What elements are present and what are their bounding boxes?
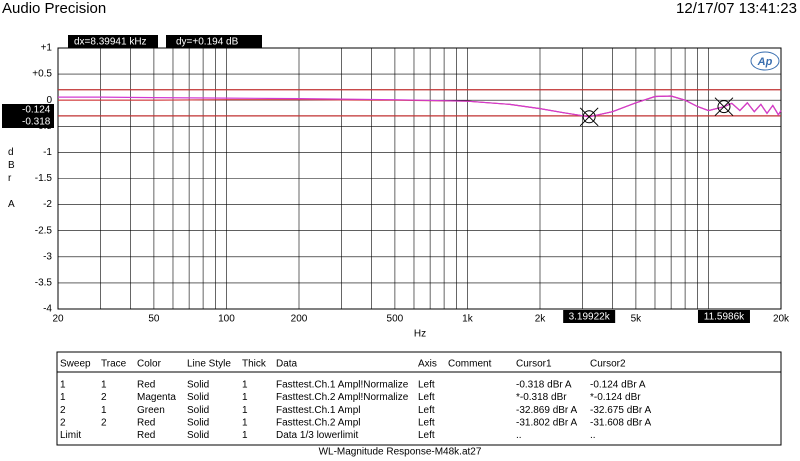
cursor-marker [714,97,734,117]
x-axis-label: Hz [414,329,426,340]
y-tick-label: -4 [43,304,52,315]
y-tick-label: -1.5 [35,173,53,184]
table-cell: 1 [242,392,248,403]
table-header: Comment [448,359,492,370]
table-cell: 2 [60,417,66,428]
y-tick-label: 0 [46,95,52,106]
table-header: Color [137,359,162,370]
table-header: Trace [101,359,127,370]
table-cell: *-0.124 dBr [590,392,641,403]
cursor-y-box [2,104,54,116]
table-cell: Red [137,380,155,391]
cursor-y-label: -0.124 [22,105,51,116]
table-cell: 1 [242,417,248,428]
cursor-x-label: 11.5986k [704,312,745,323]
timestamp: 12/17/07 13:41:23 [676,0,797,17]
table-cell: Fasttest.Ch.1 Ampl [276,405,360,416]
table-cell: -0.124 dBr A [590,380,646,391]
y-tick-label: -2.5 [35,225,53,236]
table-cell: Fasttest.Ch.1 Ampl!Normalize [276,380,409,391]
table-frame [56,351,782,446]
table-cell: Left [418,380,435,391]
table-header: Cursor1 [516,359,552,370]
footer: WL-Magnitude Response-M48k.at27 [319,447,482,458]
table-cell: Fasttest.Ch.2 Ampl!Normalize [276,392,409,403]
table-header: Sweep [60,359,91,370]
table-cell: 1 [101,380,107,391]
cursor-x-box [697,310,750,323]
table-cell: 2 [101,392,107,403]
table-cell: Solid [187,405,209,416]
table-cell: -31.608 dBr A [590,417,651,428]
table-cell: 1 [60,380,66,391]
table-header: Cursor2 [590,359,626,370]
cursor-x-label: 3.19922k [569,312,611,323]
table-cell: -0.318 dBr A [516,380,572,391]
table-cell: Left [418,430,435,441]
table-cell: .. [516,430,522,441]
series-line [58,95,782,118]
table-cell: *-0.318 dBr [516,392,567,403]
cursor-marker [579,107,599,127]
table-cell: 2 [60,405,66,416]
table-cell: Data 1/3 lowerlimit [276,430,358,441]
table-cell: 1 [60,392,66,403]
y-tick-label: +1 [41,43,53,54]
x-tick-label: 20 [52,314,64,325]
table-cell: Left [418,405,435,416]
x-tick-label: 5k [631,314,643,325]
table-cell: -32.675 dBr A [590,405,651,416]
y-tick-label: -3.5 [35,278,53,289]
table-cell: Green [137,405,165,416]
table-cell: 2 [101,417,107,428]
x-tick-label: 500 [387,314,404,325]
table-header: Thick [242,359,267,370]
table-cell: 1 [101,405,107,416]
table-cell: Solid [187,430,209,441]
table-cell: Red [137,430,155,441]
table-cell: Magenta [137,392,176,403]
table-cell: Solid [187,380,209,391]
app-title: Audio Precision [2,0,106,17]
dx-readout: dx=8.39941 kHz [74,37,147,48]
table-header: Data [276,359,298,370]
x-tick-label: 20k [773,314,790,325]
dy-readout: dy=+0.194 dB [176,37,239,48]
table-cell: Red [137,417,155,428]
table-cell: .. [590,430,596,441]
x-tick-label: 200 [291,314,308,325]
y-tick-label: +0.5 [32,69,52,80]
table-cell: Solid [187,392,209,403]
y-tick-label: -2 [43,199,52,210]
dx-box [68,35,158,48]
logo [750,51,780,71]
cursor-x-box [563,310,616,323]
x-tick-label: 50 [148,314,160,325]
x-tick-label: 1k [462,314,474,325]
y-tick-label: -3 [43,251,52,262]
x-tick-label: 100 [218,314,235,325]
table-header: Line Style [187,359,231,370]
table-cell: Solid [187,417,209,428]
table-cell: Limit [60,430,81,441]
table-cell: 1 [242,380,248,391]
y-tick-label: -1 [43,147,52,158]
logo-text: Ap [757,56,773,68]
table-cell: Left [418,392,435,403]
table-cell: Fasttest.Ch.2 Ampl [276,417,360,428]
table-cell: 1 [242,430,248,441]
table-cell: -31.802 dBr A [516,417,577,428]
table-cell: -32.869 dBr A [516,405,577,416]
table-cell: 1 [242,405,248,416]
cursor-y-box [2,116,54,128]
table-header: Axis [418,359,437,370]
table-cell: Left [418,417,435,428]
cursor-y-label: -0.318 [22,117,51,128]
x-tick-label: 2k [535,314,547,325]
dy-box [166,35,262,48]
